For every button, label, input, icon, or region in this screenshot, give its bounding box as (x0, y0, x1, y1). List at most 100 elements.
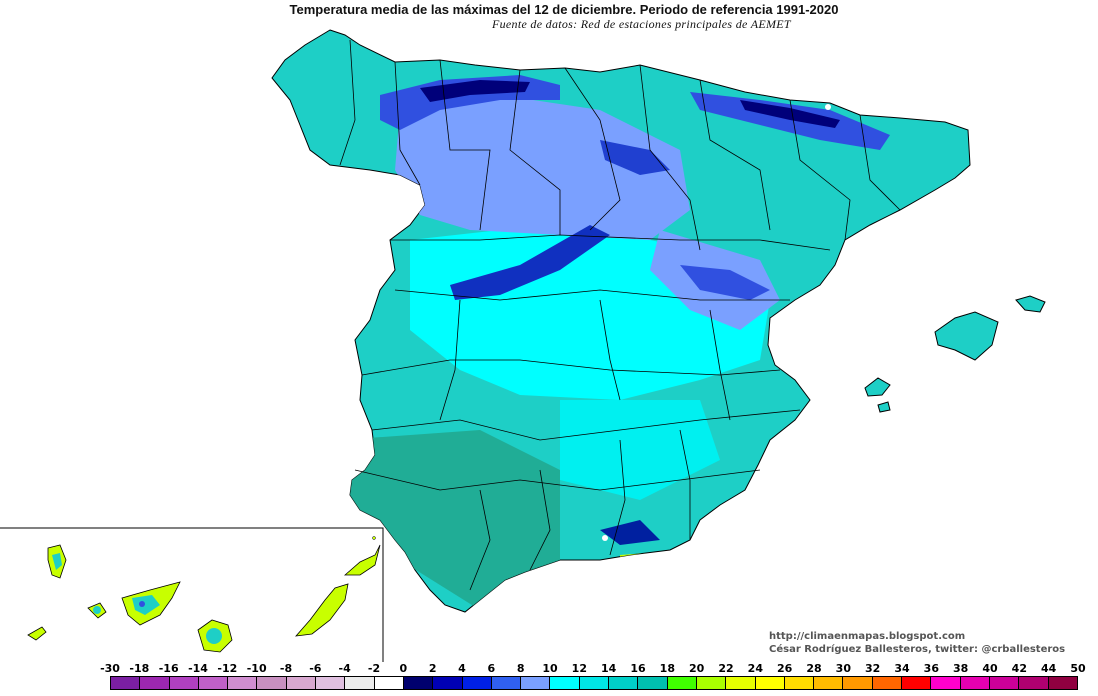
legend-tick-label: 42 (1011, 662, 1027, 675)
legend-swatch (462, 677, 492, 689)
legend-tick-label: -4 (338, 662, 351, 675)
sierra-nevada-zone (600, 520, 660, 545)
canary-inset-frame (0, 527, 384, 662)
legend-tick-label: 12 (571, 662, 587, 675)
legend-tick-label: 40 (982, 662, 998, 675)
legend-tick-label: 38 (953, 662, 969, 675)
legend-tick-label: 0 (399, 662, 408, 675)
legend-swatch (345, 677, 375, 689)
credit-author: César Rodríguez Ballesteros, twitter: @c… (769, 644, 1066, 655)
el-hierro (27, 626, 47, 641)
legend-swatch (1048, 677, 1077, 689)
canary-islands (27, 536, 381, 653)
pyrenees-cold-zone (690, 92, 890, 150)
southwest-warm-zone (340, 430, 560, 610)
legend-tick-label: -2 (367, 662, 381, 675)
legend-swatch (667, 677, 697, 689)
color-legend (110, 676, 1078, 690)
legend-tick-label: 34 (894, 662, 910, 675)
legend-tick-label: 2 (428, 662, 437, 675)
legend-tick-label: 24 (747, 662, 763, 675)
legend-swatch (286, 677, 317, 689)
legend-swatch (696, 677, 727, 689)
legend-tick-label: 10 (542, 662, 558, 675)
legend-swatch (403, 677, 434, 689)
legend-tick-label: -14 (188, 662, 208, 675)
pyrenees-peak (825, 104, 831, 110)
map-subtitle: Fuente de datos: Red de estaciones princ… (492, 17, 791, 31)
legend-swatch (579, 677, 610, 689)
legend-swatch (433, 677, 463, 689)
legend-tick-label: -10 (246, 662, 267, 675)
province-borders (339, 39, 901, 591)
formentera (877, 401, 891, 413)
legend-swatch (491, 677, 522, 689)
legend-swatch (228, 677, 258, 689)
legend-swatch (843, 677, 873, 689)
legend-swatch (111, 677, 141, 689)
peninsula (271, 29, 971, 613)
credit-url: http://climaenmapas.blogspot.com (769, 631, 966, 642)
legend-tick-label: 32 (865, 662, 881, 675)
legend-tick-label: -12 (217, 662, 238, 675)
legend-swatch (726, 677, 756, 689)
legend-swatch (902, 677, 932, 689)
legend-tick-label: 6 (487, 662, 496, 675)
legend-swatch (931, 677, 961, 689)
central-system-zone (450, 225, 610, 300)
gran-canaria-center (206, 628, 222, 644)
legend-tick-label: 14 (601, 662, 617, 675)
legend-tick-label: 44 (1041, 662, 1057, 675)
legend-tick-label: -6 (309, 662, 322, 675)
legend-tick-label: -30 (100, 662, 120, 675)
legend-tick-label: 4 (458, 662, 466, 675)
legend-tick-label: 28 (806, 662, 822, 675)
lanzarote (343, 544, 381, 576)
legend-tick-label: 22 (718, 662, 734, 675)
legend-swatch (140, 677, 170, 689)
legend-swatch (316, 677, 346, 689)
legend-tick-label: 36 (923, 662, 939, 675)
la-graciosa (372, 536, 376, 540)
teide-peak (139, 601, 145, 607)
legend-swatch (257, 677, 287, 689)
legend-swatch (784, 677, 815, 689)
legend-swatch (550, 677, 580, 689)
tenerife-center (132, 595, 160, 615)
ibiza (864, 377, 891, 397)
legend-swatch (198, 677, 229, 689)
legend-tick-label: 30 (835, 662, 851, 675)
serrania-cuenca-zone (680, 265, 770, 300)
legend-tick-label: 18 (659, 662, 675, 675)
sierra-nevada-peak (602, 535, 608, 541)
balearic-islands (864, 295, 1046, 413)
la-gomera-center (93, 606, 101, 614)
legend-swatch (169, 677, 199, 689)
legend-tick-label: 8 (516, 662, 525, 675)
legend-swatch (872, 677, 903, 689)
legend-tick-label: 16 (630, 662, 646, 675)
legend-swatch (989, 677, 1020, 689)
fuerteventura (295, 583, 349, 637)
la-palma-center (52, 553, 62, 570)
legend-tick-label: -16 (158, 662, 179, 675)
legend-tick-label: -18 (129, 662, 150, 675)
map-title: Temperatura media de las máximas del 12 … (289, 2, 839, 17)
menorca (1015, 295, 1046, 313)
legend-swatch (1019, 677, 1049, 689)
legend-tick-label: 26 (777, 662, 793, 675)
legend-tick-label: -8 (279, 662, 293, 675)
legend-swatch (609, 677, 639, 689)
legend-swatch (521, 677, 551, 689)
south-central-zone (560, 400, 720, 500)
legend-swatch (755, 677, 785, 689)
legend-swatch (814, 677, 844, 689)
pyrenees-peaks (740, 100, 840, 128)
legend-tick-label: 20 (689, 662, 705, 675)
legend-swatch (638, 677, 668, 689)
cantabrian-peaks (420, 80, 530, 102)
picos-urbion-zone (600, 140, 670, 175)
mallorca (934, 311, 999, 361)
legend-labels: -30 -18 -16 -14 -12 -10 -8 -6 -4 -2 0 2 4 6 8 10 12 14 16 1… (0, 662, 1098, 676)
